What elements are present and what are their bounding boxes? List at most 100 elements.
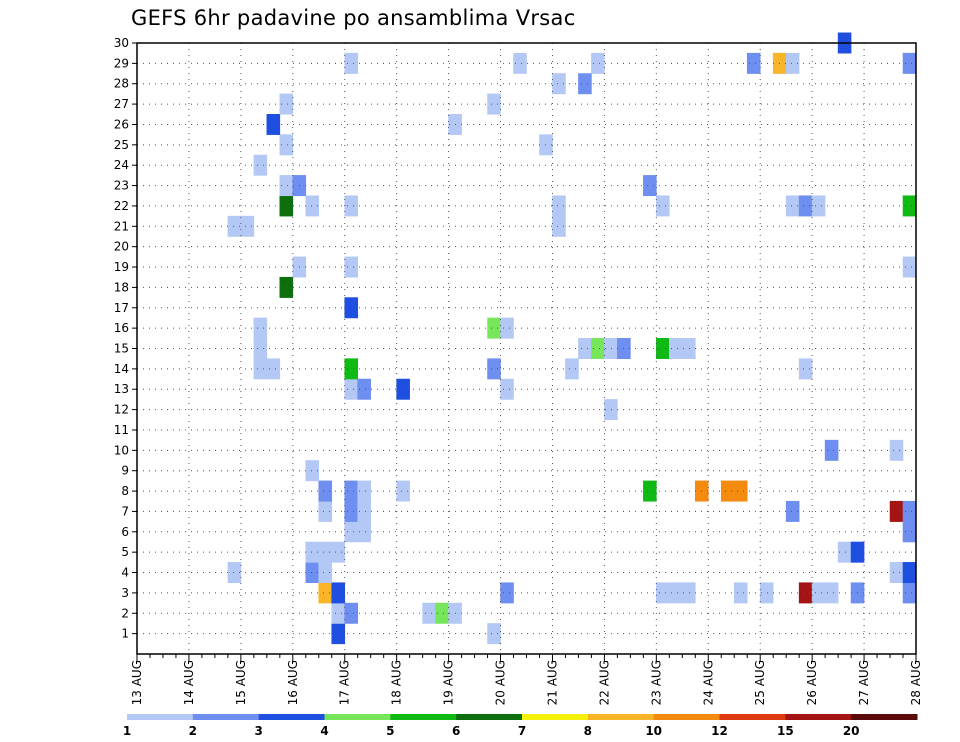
- cell-x54-y5: [837, 541, 852, 563]
- cell-x51-y22: [798, 195, 813, 217]
- legend-swatch-11: [851, 714, 918, 720]
- cell-x16-y2: [344, 602, 359, 624]
- cell-x51-y14: [798, 358, 813, 380]
- cell-x16-y14: [344, 358, 359, 380]
- ytick-label-22: 22: [114, 199, 129, 213]
- cell-x15-y1: [331, 623, 346, 645]
- cell-x11-y27: [279, 93, 294, 115]
- cell-x50-y29: [785, 52, 800, 74]
- ytick-label-21: 21: [114, 219, 129, 233]
- cell-x33-y14: [565, 358, 579, 380]
- cell-x11-y18: [279, 276, 294, 298]
- cell-x59-y22: [902, 195, 917, 217]
- legend-label-10: 15: [777, 724, 794, 738]
- cell-x16-y19: [344, 256, 359, 278]
- legend-swatch-9: [719, 714, 786, 720]
- legend-layer: 1 2 3 4 5 6 7 8 10 12 15 20: [123, 714, 918, 738]
- cell-x14-y3: [318, 582, 333, 604]
- legend-swatch-7: [587, 714, 655, 720]
- cell-x46-y3: [733, 582, 748, 604]
- cell-x20-y13: [396, 378, 410, 400]
- cell-x59-y19: [902, 256, 917, 278]
- cell-x52-y22: [811, 195, 826, 217]
- ytick-label-12: 12: [114, 403, 129, 417]
- legend-swatch-2: [258, 714, 325, 720]
- ytick-label-20: 20: [114, 240, 129, 254]
- ytick-label-19: 19: [114, 260, 129, 274]
- ytick-label-30: 30: [114, 36, 129, 50]
- ytick-label-17: 17: [114, 301, 129, 315]
- cell-x34-y28: [578, 73, 592, 95]
- cell-x16-y13: [344, 378, 359, 400]
- cell-x39-y23: [643, 175, 657, 197]
- cell-x16-y17: [344, 297, 359, 319]
- xtick-label-13: 26 AUG: [805, 660, 819, 705]
- cell-x16-y7: [344, 500, 359, 522]
- ytick-label-5: 5: [121, 545, 129, 559]
- cell-x9-y16: [253, 317, 268, 339]
- cell-x48-y3: [759, 582, 774, 604]
- cell-x41-y3: [669, 582, 683, 604]
- cell-x58-y10: [889, 439, 904, 461]
- ytick-label-8: 8: [121, 484, 129, 498]
- legend-label-3: 4: [320, 724, 328, 738]
- cell-x14-y7: [318, 500, 333, 522]
- ytick-label-6: 6: [121, 525, 129, 539]
- cell-x16-y8: [344, 480, 359, 502]
- ytick-label-16: 16: [114, 321, 129, 335]
- legend-label-8: 10: [645, 724, 662, 738]
- cell-x46-y8: [733, 480, 748, 502]
- cell-x40-y3: [656, 582, 670, 604]
- ytick-label-7: 7: [121, 504, 129, 518]
- cell-x22-y2: [422, 602, 436, 624]
- cell-x58-y7: [889, 500, 904, 522]
- cell-x52-y3: [811, 582, 826, 604]
- cell-x9-y14: [253, 358, 268, 380]
- cell-x11-y22: [279, 195, 294, 217]
- legend-label-9: 12: [711, 724, 728, 738]
- cell-x28-y16: [500, 317, 514, 339]
- legend-swatch-0: [127, 714, 194, 720]
- cell-x42-y3: [682, 582, 696, 604]
- legend-label-7: 8: [584, 724, 592, 738]
- cell-x16-y29: [344, 52, 359, 74]
- cell-x40-y15: [656, 338, 670, 359]
- ytick-label-4: 4: [121, 566, 129, 580]
- cell-x41-y15: [669, 338, 683, 359]
- cell-x50-y7: [785, 500, 800, 522]
- cell-x20-y8: [396, 480, 410, 502]
- cells-layer: [227, 32, 917, 645]
- xtick-label-8: 21 AUG: [545, 660, 559, 705]
- ytick-label-9: 9: [121, 464, 129, 478]
- cell-x13-y5: [305, 541, 320, 563]
- cell-x32-y28: [552, 73, 566, 95]
- legend-swatch-4: [390, 714, 457, 720]
- cell-x59-y7: [902, 500, 917, 522]
- cell-x50-y22: [785, 195, 800, 217]
- cell-x59-y3: [902, 582, 917, 604]
- cell-x10-y14: [266, 358, 281, 380]
- cell-x47-y29: [746, 52, 761, 74]
- legend-label-11: 20: [843, 724, 860, 738]
- ytick-label-29: 29: [114, 56, 129, 70]
- cell-x51-y3: [798, 582, 813, 604]
- legend-label-1: 2: [189, 724, 197, 738]
- legend-label-4: 5: [386, 724, 394, 738]
- legend-label-5: 6: [452, 724, 460, 738]
- cell-x7-y4: [227, 562, 242, 584]
- cell-x11-y25: [279, 134, 294, 156]
- ytick-label-11: 11: [114, 423, 129, 437]
- cell-x14-y8: [318, 480, 333, 502]
- cell-x10-y26: [266, 113, 281, 135]
- legend-swatch-10: [785, 714, 852, 720]
- cell-x28-y13: [500, 378, 514, 400]
- cell-x13-y9: [305, 460, 320, 482]
- cell-x17-y7: [357, 500, 371, 522]
- cell-x13-y22: [305, 195, 320, 217]
- cell-x32-y22: [552, 195, 566, 217]
- cell-x34-y15: [578, 338, 592, 359]
- cell-x11-y23: [279, 175, 294, 197]
- xtick-label-4: 17 AUG: [338, 660, 352, 705]
- cell-x17-y8: [357, 480, 371, 502]
